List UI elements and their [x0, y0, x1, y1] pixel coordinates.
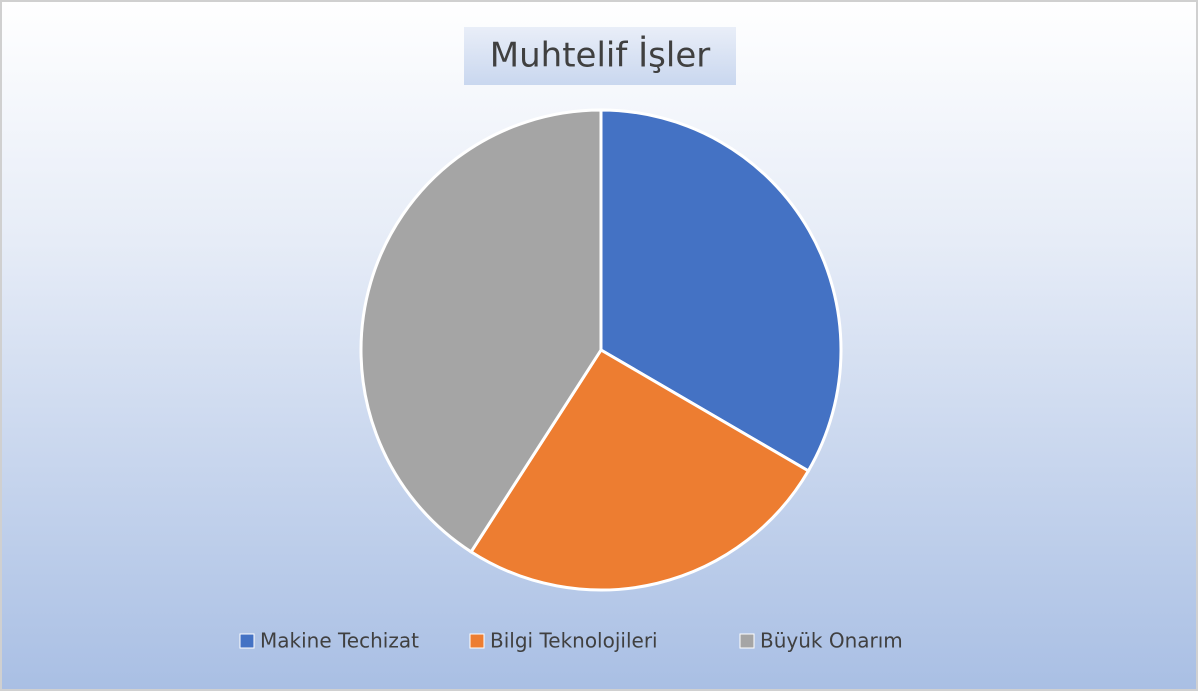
legend-label: Bilgi Teknolojileri	[490, 629, 658, 653]
pie-slice	[599, 108, 843, 473]
legend-swatch	[239, 633, 255, 649]
chart-title: Muhtelif İşler	[490, 36, 710, 76]
pie-slice	[469, 347, 811, 592]
pie-slice	[359, 108, 603, 554]
legend-swatch	[469, 633, 485, 649]
title-box	[464, 27, 736, 85]
legend-label: Büyük Onarım	[760, 629, 903, 653]
legend-label: Makine Techizat	[260, 629, 419, 653]
legend-swatch	[739, 633, 755, 649]
